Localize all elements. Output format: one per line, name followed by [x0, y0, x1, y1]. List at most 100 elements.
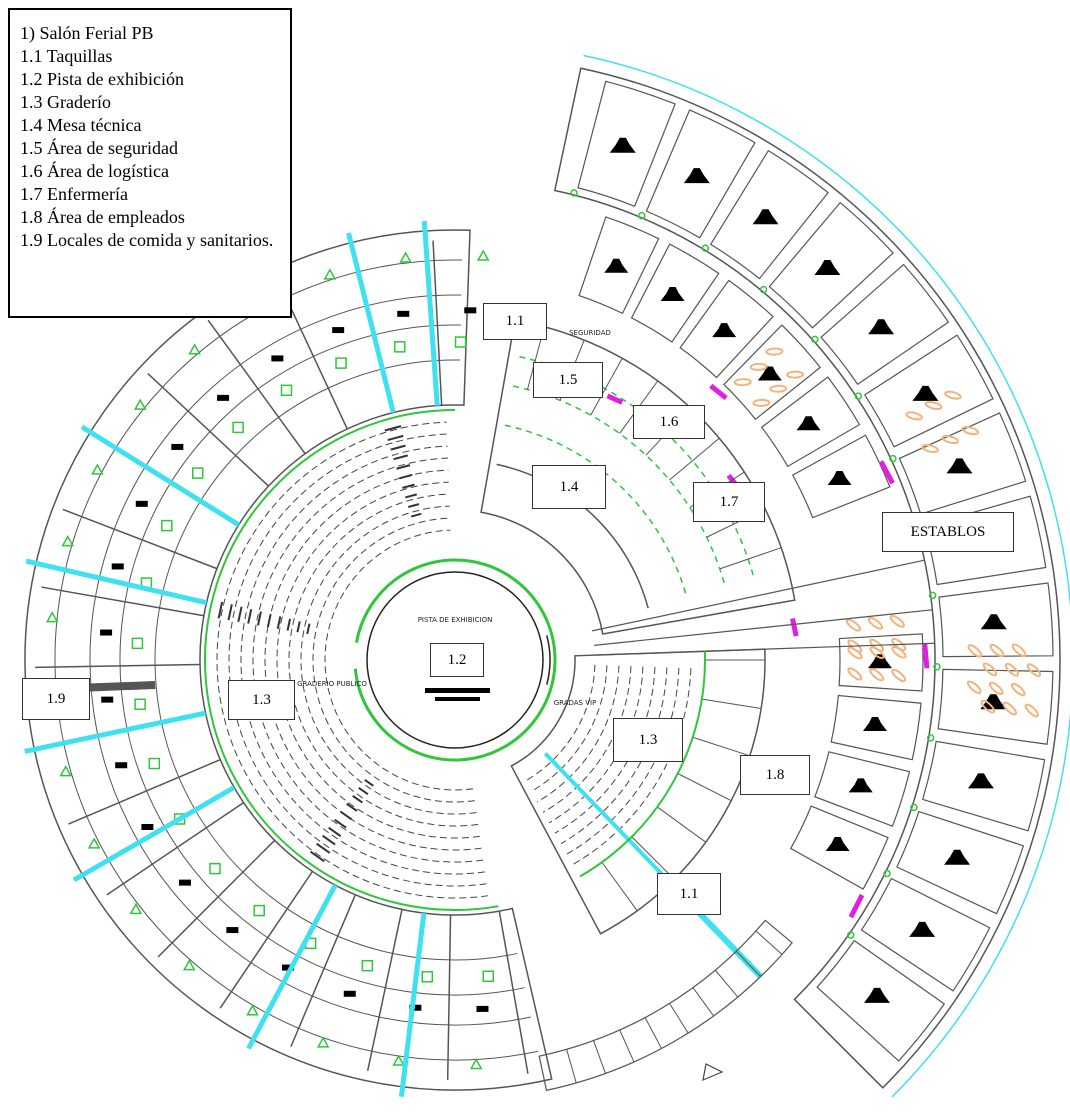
booth-icon	[101, 697, 113, 703]
plan-text: PISTA DE EXHIBICION	[418, 616, 493, 624]
booth-icon	[271, 355, 283, 361]
corridor-partition	[670, 1003, 689, 1033]
booth-icon	[112, 563, 124, 569]
plant-mark	[190, 345, 200, 354]
booth-fixture	[281, 385, 291, 395]
arena-text-bar	[435, 697, 480, 701]
partition	[693, 737, 750, 756]
booth-partition	[158, 840, 275, 957]
legend-item: 1.3 Graderío	[20, 91, 282, 114]
partition	[702, 699, 761, 708]
booth-partition	[35, 664, 200, 667]
booth-fixture	[422, 972, 432, 982]
corridor-partition	[693, 988, 714, 1016]
plant-mark	[325, 270, 335, 279]
stair	[411, 514, 421, 517]
plant-mark	[92, 465, 102, 474]
booth-icon	[100, 630, 112, 636]
area-label: 1.3	[613, 718, 683, 762]
booth-icon	[217, 395, 229, 401]
partition	[669, 438, 719, 480]
corridor-partition	[736, 951, 760, 976]
stair	[408, 504, 419, 507]
legend-item: 1.6 Área de logística	[20, 160, 282, 183]
animal-mark	[889, 614, 905, 628]
gate	[711, 386, 726, 398]
legend: 1) Salón Ferial PB 1.1 Taquillas 1.2 Pis…	[8, 8, 292, 318]
stair	[258, 612, 261, 626]
plant-mark	[135, 400, 145, 409]
area-label: 1.2	[430, 643, 484, 677]
legend-title: 1) Salón Ferial PB	[20, 22, 282, 45]
plan-text: GRADAS VIP	[554, 699, 597, 707]
booth-partition	[208, 320, 305, 453]
partition	[602, 862, 637, 911]
plant-mark	[401, 253, 411, 262]
booth-fixture	[162, 521, 172, 531]
booth-fixture	[395, 342, 405, 352]
gate	[851, 895, 862, 917]
stand-edge	[580, 651, 705, 876]
area-label: 1.1	[657, 873, 721, 915]
floor-plan-page: PISTA DE EXHIBICION GRADERIO PUBLICO GRA…	[0, 0, 1070, 1118]
stair	[238, 607, 241, 622]
plan-text: SEGURIDAD	[569, 329, 611, 337]
stair	[228, 604, 231, 620]
stair	[399, 475, 412, 478]
booth-icon	[397, 311, 409, 317]
area-label: 1.7	[693, 482, 765, 522]
booth-fixture	[233, 422, 243, 432]
cyan-divider	[82, 427, 239, 525]
booth-fixture	[456, 337, 466, 347]
stair	[317, 844, 330, 853]
legend-item: 1.7 Enfermería	[20, 183, 282, 206]
cyan-divider	[248, 885, 335, 1048]
animal-mark	[867, 616, 883, 630]
booth-fixture	[193, 468, 203, 478]
booth-icon	[344, 991, 356, 997]
booth-partition	[63, 509, 217, 568]
stair	[394, 455, 408, 459]
partition	[720, 548, 781, 569]
plant-mark	[47, 613, 57, 622]
stair	[311, 852, 325, 862]
legend-item: 1.8 Área de empleados	[20, 206, 282, 229]
area-label: 1.5	[533, 362, 603, 398]
legend-item: 1.5 Área de seguridad	[20, 137, 282, 160]
corridor-partition	[715, 970, 737, 997]
stair	[405, 494, 416, 497]
corridor-partition	[567, 1049, 577, 1083]
booth-icon	[141, 824, 153, 830]
area-label: 1.9	[22, 678, 90, 720]
gate	[792, 619, 796, 637]
booth-fixture	[254, 906, 264, 916]
booth-icon	[115, 762, 127, 768]
area-label: 1.6	[633, 405, 705, 439]
booth-icon	[464, 307, 476, 313]
booth-partition	[220, 871, 312, 1008]
booth-icon	[476, 1006, 488, 1012]
legend-item: 1.2 Pista de exhibición	[20, 68, 282, 91]
booth-fixture	[362, 961, 372, 971]
stair	[391, 446, 406, 450]
plant-mark	[478, 251, 488, 260]
plan-text: GRADERIO PUBLICO	[297, 680, 367, 688]
stair	[359, 788, 368, 794]
gate	[925, 644, 927, 669]
arena-text-bar	[425, 688, 490, 693]
stair	[307, 624, 309, 634]
area-label: 1.1	[483, 303, 547, 340]
booth-fixture	[336, 358, 346, 368]
corridor-partition	[594, 1041, 606, 1074]
booth-fixture	[135, 699, 145, 709]
stair	[268, 614, 271, 627]
stair	[365, 780, 374, 786]
stair	[329, 828, 341, 836]
cyan-divider	[349, 233, 394, 413]
legend-item: 1.4 Mesa técnica	[20, 114, 282, 137]
service-arc	[505, 425, 687, 598]
plant-mark	[471, 1059, 481, 1068]
booth-icon	[179, 880, 191, 886]
legend-item: 1.9 Locales de comida y sanitarios.	[20, 229, 282, 252]
stair	[248, 609, 251, 623]
